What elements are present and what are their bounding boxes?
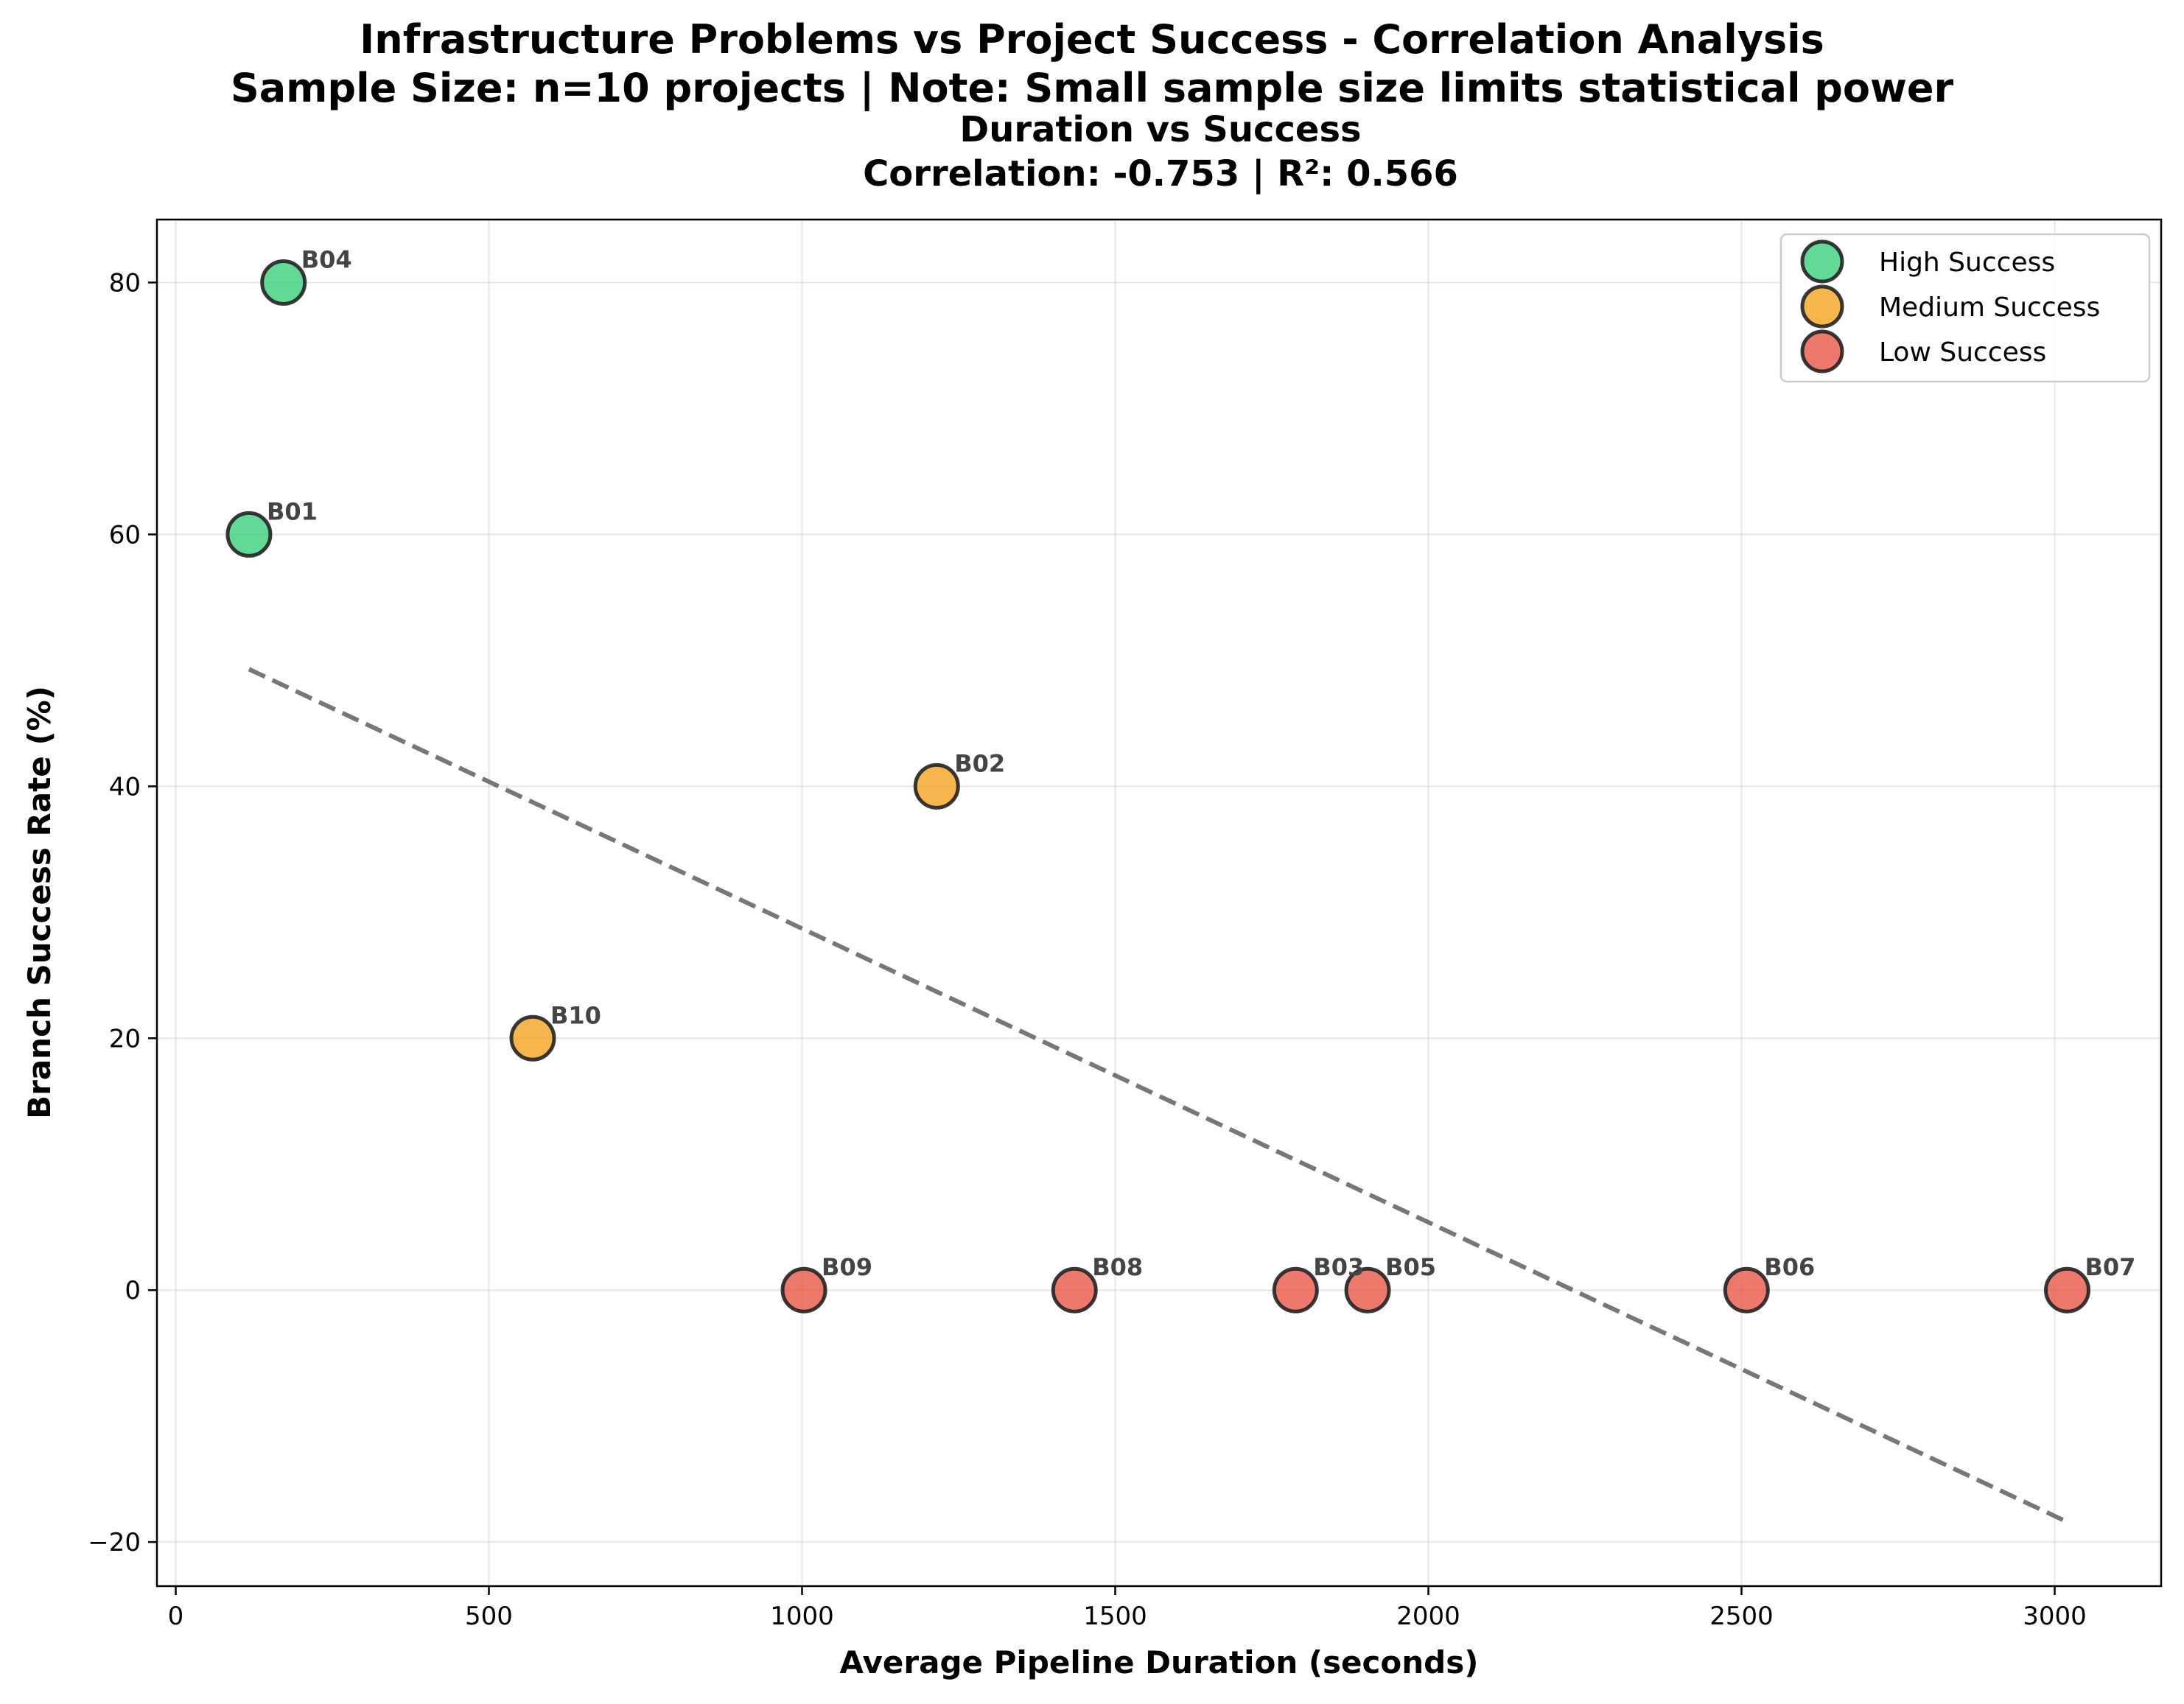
- x-tick-label: 500: [465, 1602, 513, 1631]
- legend-entry-label: High Success: [1879, 248, 2055, 278]
- x-tick-label: 1000: [770, 1602, 834, 1631]
- point-label: B07: [2085, 1253, 2136, 1281]
- legend-entry-label: Medium Success: [1879, 292, 2100, 323]
- x-tick-label: 3000: [2023, 1602, 2087, 1631]
- x-tick-label: 0: [168, 1602, 184, 1631]
- data-point: [509, 1014, 556, 1062]
- point-label: B06: [1764, 1253, 1815, 1281]
- data-point: [1723, 1266, 1770, 1314]
- x-tick-label: 2000: [1396, 1602, 1460, 1631]
- chart-title-line2: Correlation: -0.753 | R²: 0.566: [863, 153, 1458, 194]
- point-label: B08: [1092, 1253, 1143, 1281]
- point-label: B02: [954, 749, 1005, 777]
- legend-marker: [1800, 284, 1844, 329]
- figure-title-line2: Sample Size: n=10 projects | Note: Small…: [231, 65, 1954, 111]
- grid-lines: [157, 220, 2161, 1586]
- y-tick-label: 80: [109, 268, 141, 298]
- point-label: B05: [1385, 1253, 1436, 1281]
- point-label: B09: [822, 1253, 872, 1281]
- data-point: [780, 1266, 827, 1314]
- y-tick-label: 20: [109, 1024, 141, 1053]
- plot-frame: [155, 218, 2163, 1588]
- y-tick-label: −20: [88, 1528, 141, 1557]
- chart-title-line1: Duration vs Success: [959, 109, 1361, 150]
- x-axis-label: Average Pipeline Duration (seconds): [840, 1644, 1479, 1680]
- y-tick-label: 0: [125, 1276, 141, 1305]
- x-tick-label: 2500: [1709, 1602, 1774, 1631]
- figure-title-line1: Infrastructure Problems vs Project Succe…: [360, 16, 1824, 63]
- y-tick-label: 40: [109, 772, 141, 802]
- data-points: [225, 259, 2090, 1314]
- legend-box: [1779, 233, 2151, 383]
- legend-entry-label: Low Success: [1879, 337, 2046, 368]
- point-labels: B04 B01 B02 B10 B09 B08 B03 B05 B06 B07: [267, 245, 2135, 1281]
- legend-marker: [1800, 239, 1844, 284]
- point-label: B10: [550, 1001, 601, 1029]
- data-point: [2044, 1266, 2090, 1314]
- data-point: [260, 259, 307, 306]
- y-tick-label: 60: [109, 520, 141, 550]
- legend: High Success Medium Success Low Success: [1779, 233, 2151, 383]
- point-label: B04: [301, 245, 352, 273]
- x-tick-label: 1500: [1083, 1602, 1147, 1631]
- data-point: [1051, 1266, 1098, 1314]
- point-label: B01: [267, 497, 318, 525]
- legend-marker: [1800, 329, 1844, 374]
- data-point: [225, 511, 273, 558]
- axis-ticks: 0 500 1000 1500 2000 2500 3000 −20 0 20 40 60 80: [88, 268, 2087, 1631]
- data-point: [1344, 1266, 1391, 1314]
- data-point: [1272, 1266, 1319, 1314]
- data-point: [913, 762, 960, 810]
- y-axis-label: Branch Success Rate (%): [21, 686, 57, 1119]
- point-label: B03: [1313, 1253, 1364, 1281]
